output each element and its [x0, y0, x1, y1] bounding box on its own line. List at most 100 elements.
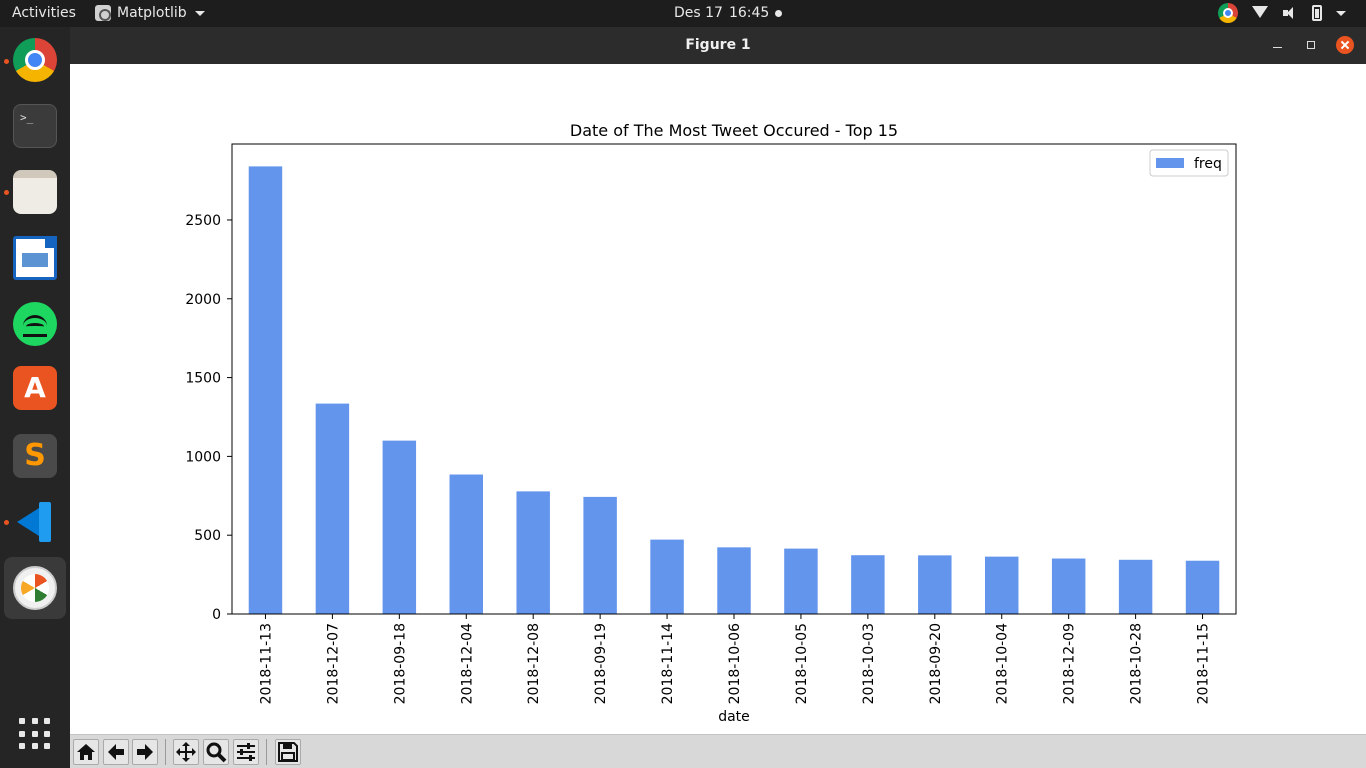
terminal-icon: >_ — [13, 104, 57, 148]
home-icon — [77, 744, 95, 760]
close-button[interactable] — [1336, 36, 1354, 54]
y-tick-label: 1500 — [185, 371, 221, 387]
wifi-icon[interactable] — [1252, 6, 1268, 20]
x-tick-label: 2018-11-15 — [1196, 623, 1212, 704]
chrome-tray-icon[interactable] — [1218, 3, 1238, 23]
configure-subplots-button[interactable] — [233, 739, 259, 765]
plot-frame — [231, 143, 1237, 615]
maximize-button[interactable] — [1302, 36, 1320, 54]
back-arrow-icon — [108, 744, 124, 760]
y-tick-label: 2500 — [185, 213, 221, 229]
x-tick-label: 2018-10-06 — [727, 623, 743, 704]
running-indicator — [4, 59, 9, 64]
dock-item-software[interactable]: A — [10, 363, 60, 413]
forward-button[interactable] — [132, 739, 158, 765]
running-indicator — [4, 520, 9, 525]
dock-item-matplotlib[interactable] — [4, 557, 66, 619]
bar-2018-10-04 — [985, 556, 1019, 614]
legend-label: freq — [1194, 156, 1222, 172]
sublime-text-icon: S — [13, 434, 57, 478]
save-icon — [278, 742, 298, 762]
bar-2018-12-08 — [516, 491, 550, 614]
toolbar-separator — [266, 739, 267, 765]
matplotlib-app-icon — [95, 5, 111, 21]
x-tick-label: 2018-10-03 — [861, 623, 877, 704]
chart-title: Date of The Most Tweet Occured - Top 15 — [570, 121, 898, 140]
show-applications-icon[interactable] — [19, 718, 51, 750]
dock-item-writer[interactable] — [10, 233, 60, 283]
top-bar: Activities Matplotlib Des 17 16:45 — [0, 0, 1366, 27]
files-icon — [13, 170, 57, 214]
bar-2018-10-28 — [1118, 559, 1153, 614]
y-tick-label: 1000 — [185, 449, 221, 465]
minimize-button[interactable] — [1269, 36, 1287, 54]
y-tick-label: 500 — [194, 528, 221, 544]
activities-button[interactable]: Activities — [12, 5, 76, 21]
bar-2018-12-09 — [1051, 558, 1086, 614]
notification-dot-icon — [775, 9, 783, 17]
volume-icon[interactable] — [1282, 6, 1298, 20]
bar-group — [248, 166, 1220, 614]
bar-2018-09-19 — [583, 496, 617, 614]
dock-item-files[interactable] — [10, 167, 60, 217]
x-axis: 2018-11-13 2018-12-07 2018-09-18 2018-12-04… — [258, 614, 1212, 704]
legend-swatch — [1156, 158, 1184, 168]
running-indicator — [4, 190, 9, 195]
x-tick-label: 2018-11-14 — [660, 623, 676, 704]
bar-2018-10-03 — [851, 555, 885, 614]
x-tick-label: 2018-09-18 — [392, 623, 408, 704]
legend-box — [1149, 149, 1229, 177]
home-button[interactable] — [73, 739, 99, 765]
bar-2018-11-15 — [1185, 560, 1220, 614]
bar-2018-10-05 — [784, 548, 818, 614]
x-tick-label: 2018-11-13 — [258, 623, 274, 704]
bar-chart: Date of The Most Tweet Occured - Top 15 … — [185, 121, 1237, 725]
app-menu-label: Matplotlib — [117, 5, 187, 21]
y-tick-label: 2000 — [185, 292, 221, 308]
window-title-bar[interactable]: Figure 1 — [70, 27, 1366, 64]
dock-item-terminal[interactable]: >_ — [10, 101, 60, 151]
vscode-icon — [13, 500, 57, 544]
dock: >_ A S — [0, 27, 70, 768]
x-tick-label: 2018-12-04 — [459, 623, 475, 704]
configure-subplots-icon — [237, 743, 255, 761]
zoom-button[interactable] — [203, 739, 229, 765]
bar-2018-09-18 — [382, 440, 417, 614]
x-tick-label: 2018-12-08 — [526, 623, 542, 704]
chrome-icon — [13, 38, 57, 82]
bar-2018-12-07 — [315, 403, 350, 614]
y-axis: 0 500 1000 1500 2000 2500 — [185, 213, 232, 623]
libreoffice-writer-icon — [13, 236, 57, 280]
bar-2018-11-14 — [650, 539, 684, 614]
figure-canvas[interactable]: Date of The Most Tweet Occured - Top 15 … — [70, 64, 1366, 734]
system-menu-chevron-icon[interactable] — [1336, 10, 1346, 16]
bar-2018-12-04 — [449, 474, 483, 614]
app-menu[interactable]: Matplotlib — [95, 5, 205, 21]
forward-arrow-icon — [137, 744, 153, 760]
pan-button[interactable] — [173, 739, 199, 765]
legend: freq — [1149, 149, 1229, 177]
chevron-down-icon — [194, 10, 205, 16]
x-tick-label: 2018-10-28 — [1129, 623, 1145, 704]
x-tick-label: 2018-10-04 — [995, 623, 1011, 704]
zoom-icon — [206, 742, 227, 763]
bar-2018-10-06 — [717, 547, 751, 614]
dock-item-sublime[interactable]: S — [10, 431, 60, 481]
bar-2018-09-20 — [918, 555, 952, 614]
bar-2018-11-13 — [248, 166, 283, 614]
pan-icon — [176, 742, 196, 762]
dock-item-chrome[interactable] — [10, 35, 60, 85]
x-axis-label: date — [718, 709, 750, 725]
software-center-icon: A — [13, 366, 57, 410]
x-tick-label: 2018-09-19 — [593, 623, 609, 704]
toolbar-separator — [165, 739, 166, 765]
clock-date: Des 17 — [674, 5, 723, 21]
back-button[interactable] — [103, 739, 129, 765]
system-tray[interactable] — [1218, 3, 1346, 23]
clock[interactable]: Des 17 16:45 — [674, 5, 783, 21]
dock-item-vscode[interactable] — [10, 497, 60, 547]
save-button[interactable] — [275, 739, 301, 765]
window-title: Figure 1 — [685, 37, 751, 53]
battery-icon[interactable] — [1312, 5, 1322, 21]
dock-item-spotify[interactable] — [10, 299, 60, 349]
